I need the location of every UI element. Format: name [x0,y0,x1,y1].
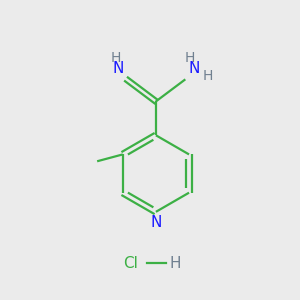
Text: Cl: Cl [123,256,138,271]
Text: N: N [112,61,124,76]
Text: H: H [169,256,181,271]
Text: N: N [188,61,200,76]
Text: H: H [203,69,213,83]
Text: H: H [184,51,195,65]
Text: H: H [111,51,121,65]
Text: N: N [150,214,162,230]
